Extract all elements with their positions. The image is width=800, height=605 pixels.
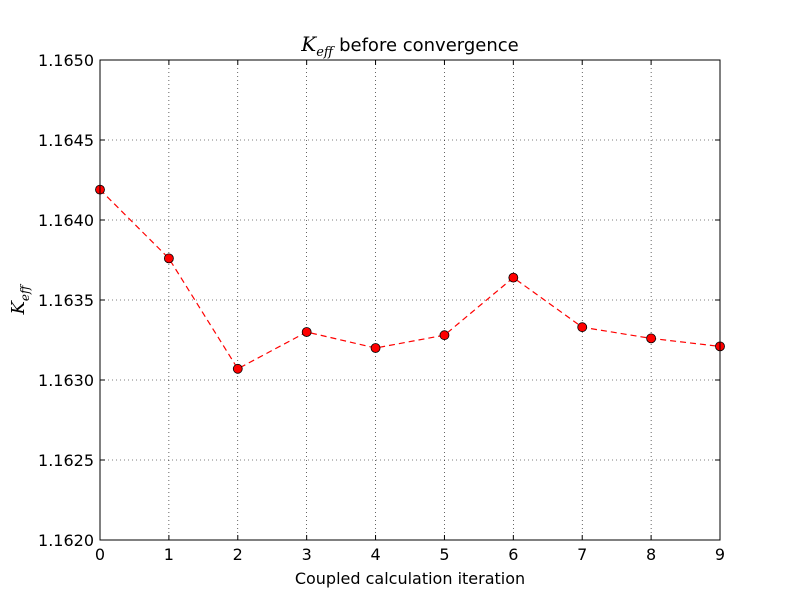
x-tick-label: 1 — [164, 545, 174, 564]
x-tick-label: 3 — [302, 545, 312, 564]
y-tick-label: 1.1645 — [38, 131, 94, 150]
x-tick-label: 0 — [95, 545, 105, 564]
y-tick-label: 1.1640 — [38, 211, 94, 230]
y-axis-label-subscript: eff — [18, 283, 32, 301]
y-tick-label: 1.1630 — [38, 371, 94, 390]
data-point — [163, 253, 174, 264]
data-point — [577, 322, 588, 333]
series-layer — [95, 184, 725, 374]
y-axis-label-symbol: K — [8, 300, 29, 316]
y-tick-label: 1.1635 — [38, 291, 94, 310]
x-tick-label: 2 — [233, 545, 243, 564]
y-axis-label-group: Keff — [8, 283, 32, 316]
data-point — [646, 333, 657, 344]
chart-title-text: before convergence — [339, 35, 519, 56]
x-tick-label: 7 — [577, 545, 587, 564]
data-point — [232, 363, 243, 374]
y-tick-label: 1.1625 — [38, 451, 94, 470]
ticks: 0 1 2 3 4 5 6 7 8 9 1.1620 1.1625 1.1630 1.1635 1.1640… — [38, 51, 725, 564]
chart-title-symbol: K — [300, 32, 317, 56]
y-axis-label: Keff — [8, 283, 32, 316]
data-point — [301, 327, 312, 337]
x-tick-label: 5 — [439, 545, 449, 564]
data-point — [370, 343, 381, 353]
data-point — [439, 330, 450, 341]
chart-title: Keff before convergence — [300, 32, 519, 60]
y-tick-label: 1.1650 — [38, 51, 94, 70]
x-tick-label: 6 — [508, 545, 518, 564]
x-tick-label: 8 — [646, 545, 656, 564]
series-line — [99, 189, 721, 370]
x-axis-label: Coupled calculation iteration — [295, 569, 525, 588]
x-tick-label: 4 — [370, 545, 380, 564]
chart-title-subscript: eff — [316, 45, 336, 60]
y-tick-label: 1.1620 — [38, 531, 94, 550]
x-tick-label: 9 — [715, 545, 725, 564]
data-point — [508, 272, 519, 283]
